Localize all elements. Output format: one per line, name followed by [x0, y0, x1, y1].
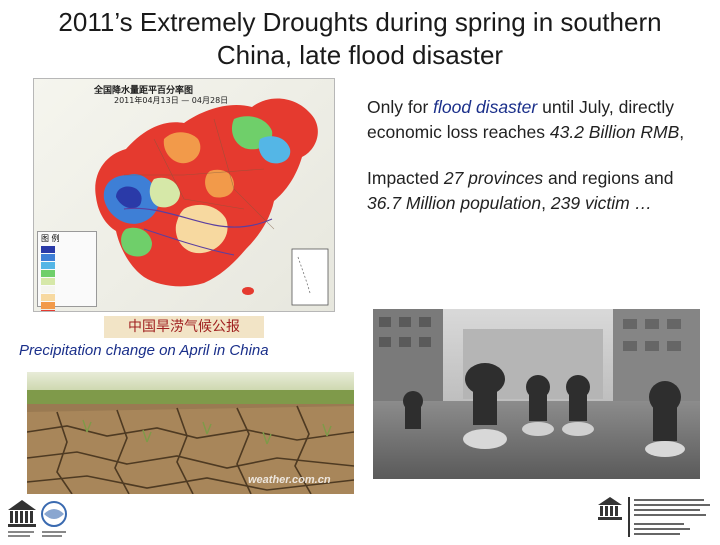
flood-photo	[373, 309, 700, 479]
title-line-2: China, late flood disaster	[216, 40, 504, 70]
text-run: ,	[541, 193, 551, 213]
unesco-temple-icon	[598, 497, 710, 537]
slide-title: 2011’s Extremely Droughts during spring …	[0, 6, 720, 72]
photo-credit: weather.com.cn	[248, 474, 331, 486]
text-run: until July, directly economic loss reach…	[367, 97, 675, 142]
right-logos	[594, 493, 718, 539]
legend-swatch	[41, 254, 55, 261]
victim-value: 239 victim …	[550, 193, 653, 213]
legend-swatch	[41, 262, 55, 269]
provinces-value: 27 provinces	[443, 168, 544, 188]
left-logos	[4, 496, 70, 540]
text-run: Impacted	[367, 168, 444, 188]
map-title: 全国降水量距平百分率图	[94, 86, 194, 96]
legend-swatch	[41, 310, 55, 311]
title-line-1: 2011’s Extremely Droughts during spring …	[58, 7, 662, 37]
map-legend: 图 例	[37, 231, 97, 311]
flood-street-image	[373, 309, 700, 479]
map-source-label: 中国旱涝气候公报	[104, 316, 264, 338]
population-value: 36.7 Million population	[367, 193, 542, 213]
legend-swatches	[38, 246, 96, 311]
map-caption: Precipitation change on April in China	[19, 342, 269, 359]
text-run: and regions and	[543, 168, 674, 188]
legend-swatch	[41, 278, 55, 285]
map-subtitle: 2011年04月13日 — 04月28日	[114, 96, 229, 105]
legend-swatch	[41, 286, 55, 293]
drought-photo	[27, 372, 354, 494]
cracked-field-image	[27, 372, 354, 494]
legend-title: 图 例	[41, 234, 60, 243]
impact-paragraph: Impacted 27 provinces and regions and 36…	[367, 166, 687, 216]
unesco-logo-icon	[8, 500, 67, 537]
china-map-graphic	[95, 98, 329, 306]
economic-loss-value: 43.2 Billion RMB	[549, 122, 680, 142]
flood-loss-paragraph: Only for flood disaster until July, dire…	[367, 95, 687, 145]
flood-disaster-emphasis: flood disaster	[433, 97, 538, 117]
legend-swatch	[41, 294, 55, 301]
impact-text: Only for flood disaster until July, dire…	[367, 95, 687, 237]
legend-swatch	[41, 270, 55, 277]
legend-swatch	[41, 246, 55, 253]
text-run: ,	[679, 122, 685, 142]
legend-swatch	[41, 302, 55, 309]
text-run: Only for	[367, 97, 434, 117]
precipitation-map: 全国降水量距平百分率图 2011年04月13日 — 04月28日 图 例	[33, 78, 335, 312]
